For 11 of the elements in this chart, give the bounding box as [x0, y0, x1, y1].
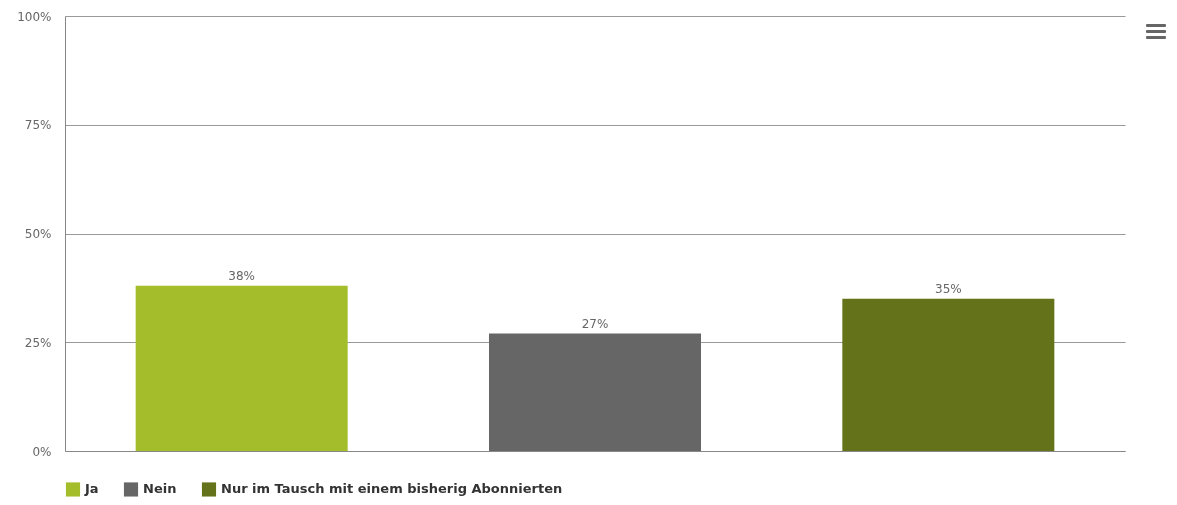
data-label: 38% [228, 268, 255, 283]
legend-label: Ja [84, 481, 99, 497]
legend-label: Nein [143, 481, 177, 497]
y-tick-label: 75% [24, 118, 52, 133]
y-tick-label: 50% [24, 227, 52, 241]
legend-label: Nur im Tausch mit einem bisherig Abonnierten [221, 481, 563, 497]
data-label: 35% [935, 281, 962, 296]
y-tick-label: 100% [17, 9, 52, 24]
data-label: 27% [581, 316, 609, 331]
y-tick-label: 25% [24, 335, 52, 350]
y-tick-label: 0% [32, 444, 52, 459]
